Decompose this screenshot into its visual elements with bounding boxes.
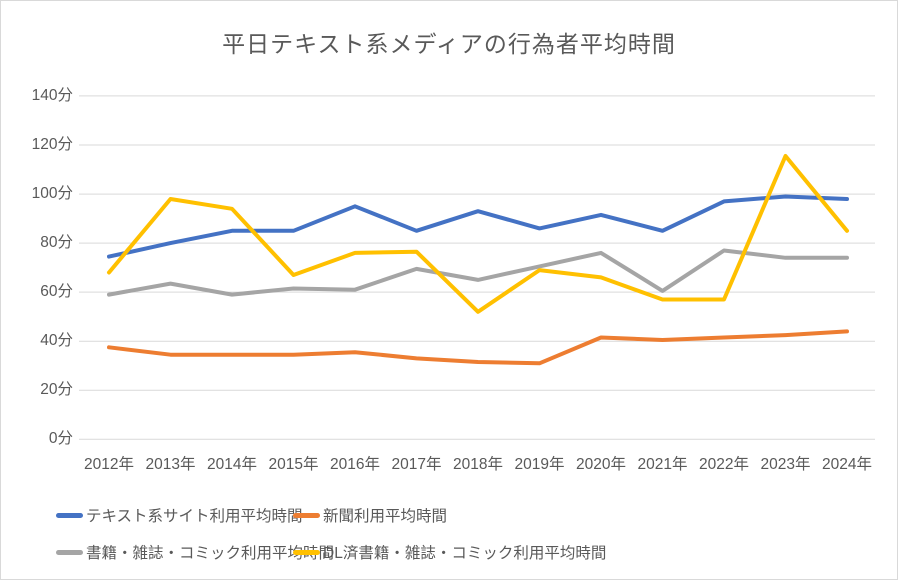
legend-swatch-text-sites xyxy=(56,512,83,518)
x-axis-tick-label: 2019年 xyxy=(514,456,565,473)
series-line-2 xyxy=(107,248,849,297)
legend-label-dl-books-magazines-comics: DL済書籍・雑誌・コミック利用平均時間 xyxy=(323,545,607,562)
x-axis-tick-label: 2018年 xyxy=(453,456,503,473)
x-axis-tick-label: 2013年 xyxy=(145,456,196,473)
legend-swatch-newspaper xyxy=(293,512,320,518)
legend-swatch-dl-books-magazines-comics xyxy=(293,549,320,555)
y-axis-tick-label: 60分 xyxy=(40,283,73,301)
series-line-0 xyxy=(107,194,849,259)
x-axis-tick-label: 2017年 xyxy=(391,456,442,473)
x-axis-tick-label: 2020年 xyxy=(576,456,626,473)
legend-label-text-sites: テキスト系サイト利用平均時間 xyxy=(86,508,303,525)
x-axis-tick-label: 2022年 xyxy=(699,456,749,473)
y-axis-tick-label: 140分 xyxy=(31,86,73,104)
legend-label-books-magazines-comics: 書籍・雑誌・コミック利用平均時間 xyxy=(86,545,335,562)
y-axis-tick-label: 40分 xyxy=(40,332,73,350)
chart-title: 平日テキスト系メディアの行為者平均時間 xyxy=(222,31,676,57)
y-axis-tick-label: 80分 xyxy=(40,234,73,252)
y-axis-tick-label: 100分 xyxy=(31,185,73,203)
x-axis-tick-label: 2024年 xyxy=(822,456,872,473)
legend-label-newspaper: 新聞利用平均時間 xyxy=(323,508,448,525)
x-axis-tick-label: 2016年 xyxy=(330,456,380,473)
legend-item-books-magazines-comics: 書籍・雑誌・コミック利用平均時間 xyxy=(56,540,334,564)
legend-item-newspaper: 新聞利用平均時間 xyxy=(293,503,447,527)
y-axis-tick-label: 20分 xyxy=(40,381,73,399)
x-axis-tick-label: 2015年 xyxy=(268,456,319,473)
legend-swatch-books-magazines-comics xyxy=(56,549,83,555)
series-line-1 xyxy=(107,329,849,366)
x-axis-tick-label: 2023年 xyxy=(760,456,811,473)
legend-item-dl-books-magazines-comics: DL済書籍・雑誌・コミック利用平均時間 xyxy=(293,540,606,564)
y-axis-tick-label: 120分 xyxy=(31,136,73,153)
legend-item-text-sites: テキスト系サイト利用平均時間 xyxy=(56,503,303,527)
y-axis-tick-label: 0分 xyxy=(48,430,73,448)
x-axis-tick-label: 2014年 xyxy=(207,456,257,473)
x-axis-tick-label: 2021年 xyxy=(637,456,688,473)
series-line-3 xyxy=(107,154,849,314)
x-axis-tick-label: 2012年 xyxy=(84,456,134,473)
